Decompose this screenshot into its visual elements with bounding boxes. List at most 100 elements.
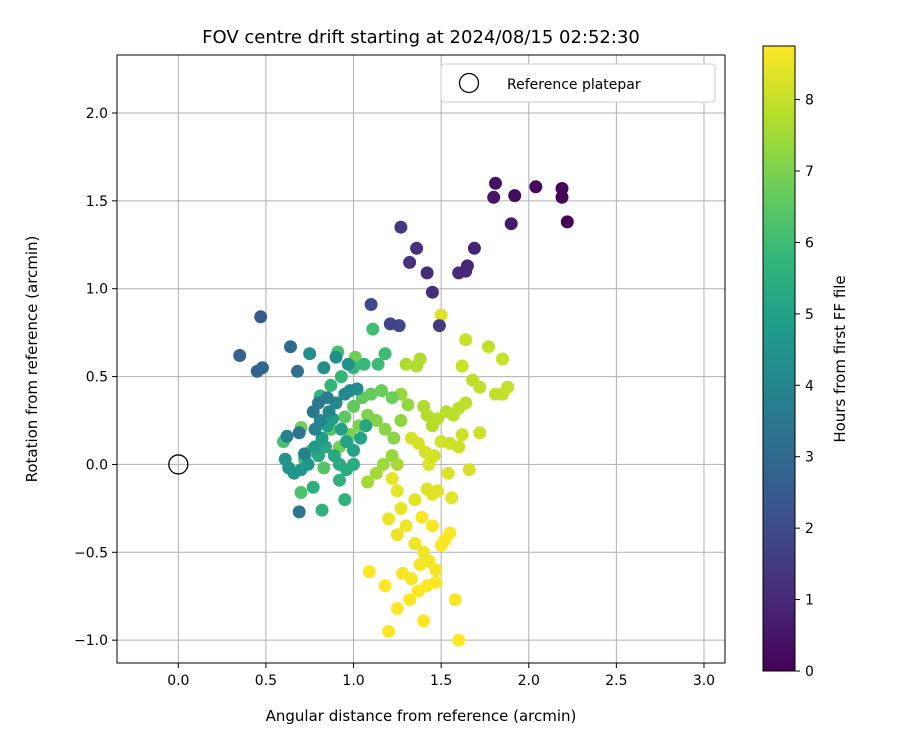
scatter-point [496,352,509,366]
scatter-point [420,579,434,593]
scatter-point [306,405,320,419]
x-axis-ticks: 0.0 0.5 1.0 1.5 2.0 2.5 3.0 [167,663,715,689]
scatter-point [359,419,373,433]
scatter-point [415,510,429,524]
scatter-point [417,614,431,628]
scatter-point [439,405,453,419]
x-tick-label: 0.0 [167,673,189,689]
scatter-point [306,480,320,494]
x-tick-label: 1.0 [342,673,364,689]
scatter-point [347,399,360,413]
scatter-point [455,428,469,442]
scatter-point [432,319,446,333]
chart-title: FOV centre drift starting at 2024/08/15 … [202,27,640,48]
scatter-point [357,357,371,371]
scatter-point [376,457,390,471]
scatter-point [489,176,502,190]
scatter-point [425,519,439,533]
y-axis-ticks: −1.0 −0.5 0.0 0.5 1.0 1.5 2.0 [74,106,117,649]
scatter-point [445,491,459,505]
scatter-point [347,443,360,457]
scatter-point [385,472,399,485]
grid-lines [117,55,725,663]
scatter-point [317,461,331,475]
scatter-point [462,463,476,477]
scatter-point [378,347,392,361]
scatter-point [338,493,352,507]
scatter-point [292,505,306,519]
scatter-point [399,519,413,533]
scatter-point [460,259,474,273]
scatter-points [233,176,574,647]
scatter-point [338,387,352,401]
x-tick-label: 2.5 [605,673,627,689]
scatter-point [334,422,348,436]
scatter-point [390,528,404,542]
scatter-point [250,364,264,378]
scatter-point [284,340,297,354]
scatter-point [410,359,424,373]
colorbar-gradient [762,45,796,672]
scatter-point [354,431,368,445]
scatter-point [403,255,417,269]
scatter-point [364,298,378,311]
scatter-point [394,414,408,427]
colorbar-label: Hours from first FF file [831,275,849,442]
scatter-point [467,241,481,255]
scatter-point [390,602,404,615]
scatter-point [487,190,501,204]
scatter-point [420,266,434,280]
scatter-point [466,373,480,387]
scatter-point [387,431,401,445]
y-tick-label: 1.0 [86,282,108,298]
scatter-point [434,308,448,322]
scatter-point [399,357,413,371]
colorbar-tick-label: 8 [805,93,814,109]
legend: Reference platepar [440,63,716,103]
x-tick-label: 0.5 [255,673,277,689]
scatter-point [340,435,353,449]
y-axis-label: Rotation from reference (arcmin) [23,236,41,483]
x-axis-label: Angular distance from reference (arcmin) [266,707,577,725]
scatter-point [390,484,404,498]
scatter-point [394,501,408,515]
x-tick-label: 3.0 [693,673,715,689]
scatter-point [489,387,502,401]
scatter-point [425,419,439,433]
legend-entry-label: Reference platepar [507,77,641,93]
scatter-point [403,593,417,607]
legend-box [440,63,716,103]
scatter-point [455,359,469,373]
scatter-point [410,241,424,255]
scatter-point [438,533,452,547]
scatter-point [233,349,247,362]
scatter-point [401,398,415,412]
scatter-point [482,340,495,354]
scatter-point [382,624,396,638]
scatter-point [308,440,322,454]
scatter-point [334,370,348,384]
scatter-point [371,357,385,371]
scatter-point [375,384,389,398]
x-tick-label: 2.0 [518,673,540,689]
plot-frame [116,54,726,664]
scatter-point [555,190,569,204]
colorbar: 0 1 2 3 4 5 6 7 8 Hours from first FF file [762,45,849,680]
scatter-point [385,391,399,405]
colorbar-ticks: 0 1 2 3 4 5 6 7 8 [795,93,814,680]
scatter-point [429,563,443,577]
scatter-point [408,493,422,507]
scatter-point [341,357,355,371]
scatter-point [560,215,574,229]
scatter-point [303,347,317,361]
colorbar-tick-label: 2 [805,521,814,537]
scatter-point [308,422,322,436]
scatter-point [292,426,306,440]
scatter-point [508,189,522,203]
scatter-point [441,466,455,480]
scatter-point [362,565,376,579]
scatter-point [369,466,383,480]
scatter-point [327,449,341,463]
y-tick-label: 1.5 [86,194,108,210]
y-tick-label: 0.0 [86,457,108,473]
